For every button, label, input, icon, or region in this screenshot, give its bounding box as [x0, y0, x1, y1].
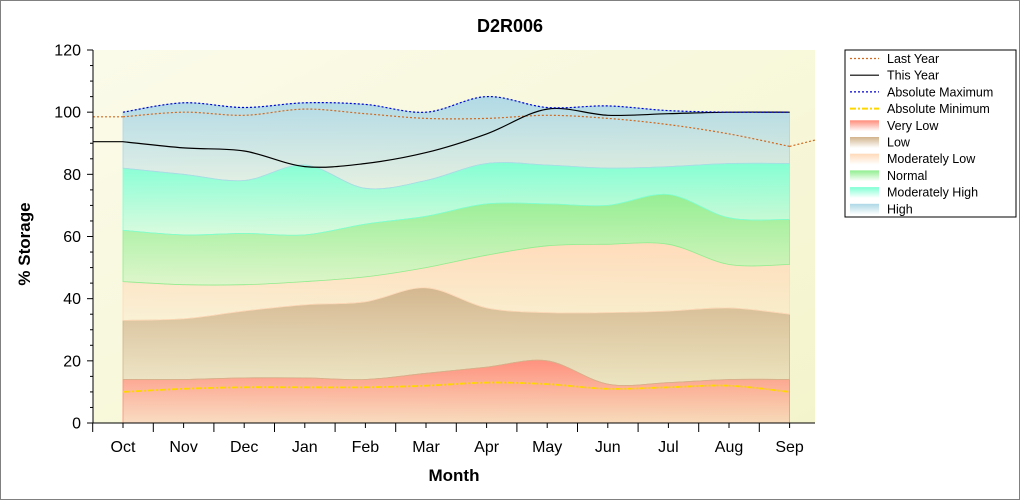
x-axis-label: Month — [429, 466, 480, 485]
x-tick-label: Aug — [715, 439, 743, 456]
y-tick-label: 120 — [54, 43, 81, 60]
x-tick-label: Jan — [292, 439, 318, 456]
legend-label-last-year: Last Year — [887, 52, 939, 66]
legend-label-low: Low — [887, 136, 911, 150]
legend-swatch-very-low — [850, 120, 879, 132]
legend-swatch-low — [850, 137, 879, 148]
legend-label-absolute-maximum: Absolute Maximum — [887, 85, 993, 99]
y-tick-label: 40 — [63, 291, 81, 308]
line-last-year-tail — [789, 139, 816, 147]
y-tick-label: 20 — [63, 353, 81, 370]
legend-label-very-low: Very Low — [887, 119, 939, 133]
legend-label-high: High — [887, 202, 913, 216]
line-absolute-maximum — [122, 95, 790, 113]
x-tick-label: Oct — [111, 439, 136, 456]
legend-label-moderately-high: Moderately High — [887, 186, 978, 200]
legend-label-normal: Normal — [887, 169, 927, 183]
legend-swatch-moderately-low — [850, 153, 879, 165]
chart-title: D2R006 — [477, 16, 543, 36]
legend-swatch-high — [850, 203, 879, 215]
legend-label-moderately-low: Moderately Low — [887, 152, 976, 166]
x-tick-label: Nov — [169, 439, 197, 456]
x-tick-label: May — [532, 439, 562, 456]
x-tick-label: Dec — [230, 439, 258, 456]
x-tick-label: Sep — [775, 439, 804, 456]
x-tick-label: Mar — [412, 439, 440, 456]
y-tick-label: 60 — [63, 229, 81, 246]
x-tick-label: Apr — [474, 439, 500, 456]
line-this-year — [122, 107, 790, 168]
legend-label-this-year: This Year — [887, 69, 939, 83]
x-tick-label: Feb — [352, 439, 380, 456]
legend-swatch-moderately-high — [850, 187, 879, 199]
legend-swatch-normal — [850, 170, 879, 182]
y-tick-label: 80 — [63, 167, 81, 184]
y-axis-label: % Storage — [15, 202, 34, 285]
line-last-year — [122, 108, 790, 147]
y-tick-label: 0 — [72, 416, 81, 433]
x-tick-label: Jun — [595, 439, 621, 456]
x-tick-label: Jul — [658, 439, 678, 456]
legend-label-absolute-minimum: Absolute Minimum — [887, 102, 990, 116]
line-absolute-minimum — [122, 381, 790, 393]
y-tick-label: 100 — [54, 105, 81, 122]
